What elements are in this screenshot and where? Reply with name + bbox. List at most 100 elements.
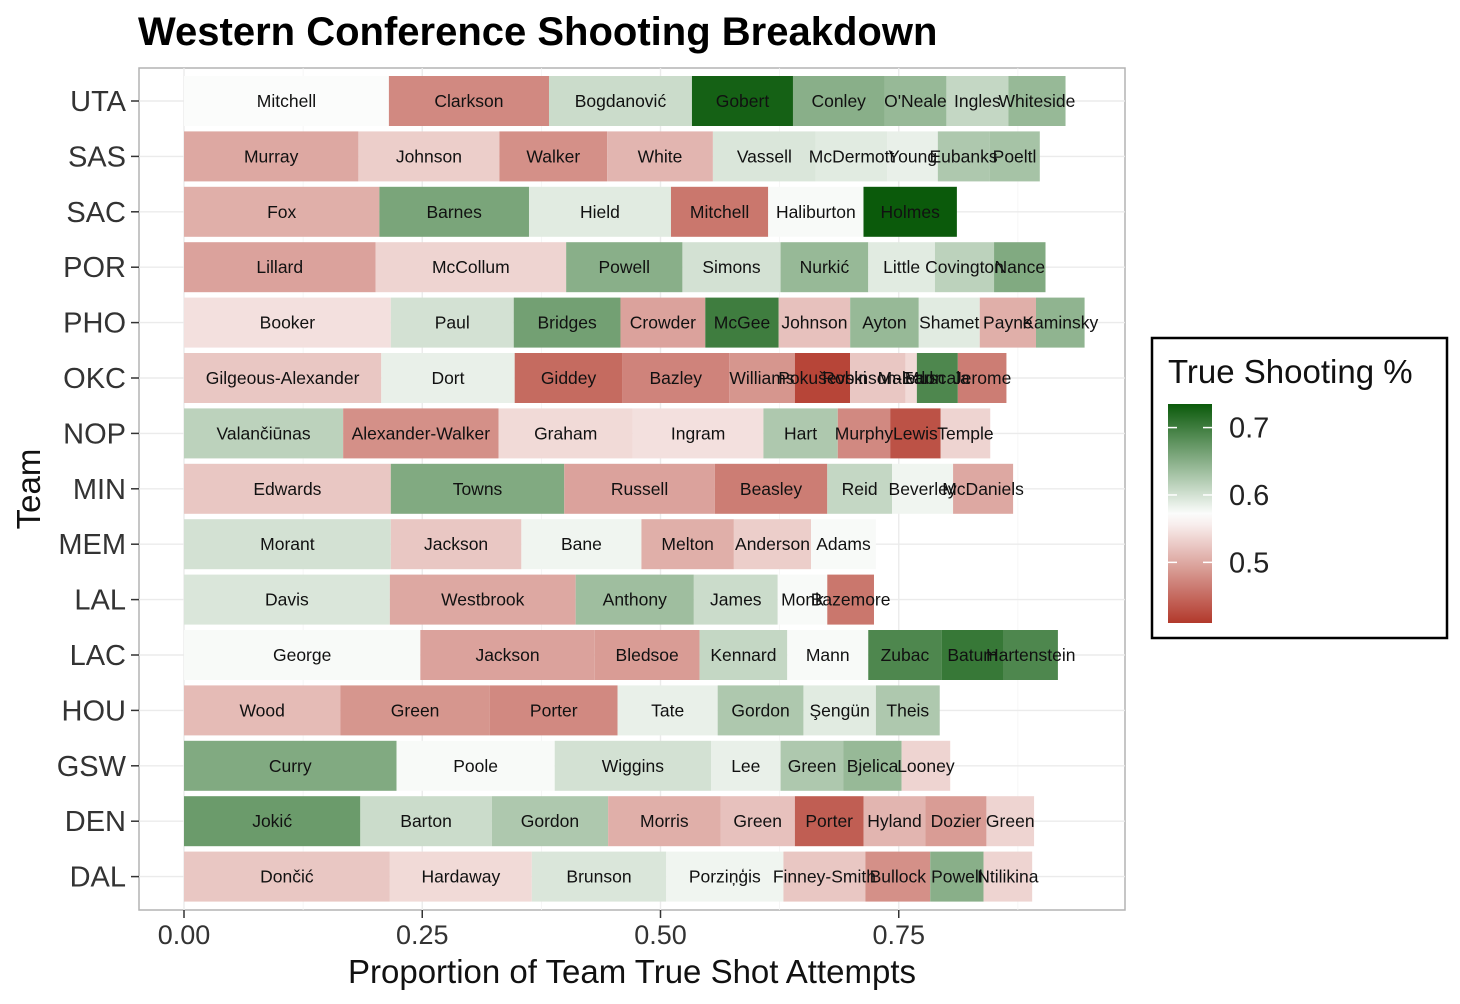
y-tick-label-den: DEN bbox=[65, 806, 126, 838]
bar-label: Hart bbox=[784, 423, 817, 443]
bar-hou-4 bbox=[717, 685, 804, 736]
bar-den-4 bbox=[720, 796, 795, 847]
bar-dal-7 bbox=[983, 851, 1033, 902]
bar-label: Valančiūnas bbox=[217, 423, 311, 443]
bar-label: Whiteside bbox=[999, 91, 1076, 111]
bar-den-1 bbox=[360, 796, 492, 847]
bar-label: Bazley bbox=[649, 368, 702, 388]
bar-pho-6 bbox=[850, 297, 919, 348]
bar-por-3 bbox=[682, 242, 781, 293]
bar-label: Walker bbox=[526, 146, 580, 166]
legend-label: 0.5 bbox=[1229, 547, 1269, 579]
bar-label: Holmes bbox=[881, 202, 941, 222]
bar-label: Bogdanović bbox=[575, 91, 667, 111]
bar-okc-2 bbox=[514, 353, 623, 403]
bar-label: James bbox=[710, 590, 762, 610]
bar-den-7 bbox=[925, 796, 987, 847]
bar-okc-7 bbox=[905, 353, 917, 403]
bar-label: Anderson bbox=[735, 534, 810, 554]
y-tick-label-pho: PHO bbox=[63, 308, 126, 340]
bar-label: Zubac bbox=[881, 645, 930, 665]
bar-label: Haliburton bbox=[776, 202, 856, 222]
bar-sas-2 bbox=[499, 131, 608, 182]
bar-label: Eubanks bbox=[929, 146, 997, 166]
bar-den-8 bbox=[986, 796, 1035, 847]
bar-uta-2 bbox=[549, 76, 692, 126]
bar-label: Powell bbox=[931, 867, 983, 887]
x-tick-label: 0.25 bbox=[396, 920, 449, 950]
y-tick-label-gsw: GSW bbox=[57, 751, 127, 783]
bar-sas-4 bbox=[712, 131, 816, 182]
bar-label: Finney-Smith bbox=[773, 867, 876, 887]
bar-nop-4 bbox=[763, 408, 838, 459]
legend-label: 0.6 bbox=[1229, 480, 1269, 512]
bar-label: Booker bbox=[260, 313, 316, 333]
bar-por-6 bbox=[934, 242, 995, 293]
bar-label: Anthony bbox=[603, 590, 667, 610]
y-tick-label-okc: OKC bbox=[63, 363, 126, 395]
bar-lac-1 bbox=[420, 630, 595, 680]
bar-por-2 bbox=[566, 242, 683, 293]
bar-label: White bbox=[638, 146, 683, 166]
x-tick-label: 0.00 bbox=[158, 920, 211, 950]
bar-lac-5 bbox=[868, 630, 942, 680]
bar-label: Bjelica bbox=[847, 756, 899, 776]
bar-nop-3 bbox=[632, 408, 764, 459]
bar-label: Covington bbox=[925, 257, 1004, 277]
bar-label: Muscala bbox=[905, 368, 970, 388]
bar-dal-3 bbox=[666, 851, 784, 902]
bar-label: Jokić bbox=[252, 811, 292, 831]
bar-sac-1 bbox=[379, 186, 529, 237]
bar-mem-0 bbox=[184, 519, 391, 570]
bar-por-7 bbox=[994, 242, 1046, 293]
bar-hou-3 bbox=[617, 685, 718, 736]
bar-label: Poeltl bbox=[993, 146, 1037, 166]
bar-label: Green bbox=[391, 700, 440, 720]
legend-title: True Shooting % bbox=[1168, 353, 1413, 390]
bar-label: Green bbox=[986, 811, 1035, 831]
bar-pho-8 bbox=[979, 297, 1036, 348]
bar-label: Little bbox=[883, 257, 920, 277]
y-axis-title: Team bbox=[10, 449, 47, 530]
bar-por-5 bbox=[868, 242, 935, 293]
bar-label: Gordon bbox=[731, 700, 789, 720]
bar-label: Crowder bbox=[630, 313, 696, 333]
x-tick-label: 0.75 bbox=[872, 920, 925, 950]
bar-label: Nance bbox=[994, 257, 1045, 277]
bars bbox=[184, 76, 1085, 902]
bar-label: Powell bbox=[599, 257, 651, 277]
y-tick-label-sas: SAS bbox=[68, 141, 126, 173]
bar-okc-8 bbox=[916, 353, 958, 403]
bar-label: Conley bbox=[811, 91, 866, 111]
bar-label: Mitchell bbox=[690, 202, 749, 222]
bar-lal-3 bbox=[693, 574, 778, 625]
bar-label: Kaminsky bbox=[1022, 313, 1098, 333]
bar-lac-2 bbox=[594, 630, 700, 680]
bar-label: Barnes bbox=[426, 202, 482, 222]
bar-label: Vassell bbox=[737, 146, 792, 166]
bar-min-2 bbox=[564, 463, 715, 514]
bar-gsw-0 bbox=[184, 740, 397, 791]
bar-nop-1 bbox=[343, 408, 499, 459]
bar-label: McDermott bbox=[809, 146, 895, 166]
bar-dal-1 bbox=[389, 851, 532, 902]
bar-label: Robinson-Earl bbox=[822, 368, 933, 388]
bar-label: Temple bbox=[937, 423, 993, 443]
bar-label: Hyland bbox=[867, 811, 921, 831]
bar-label: Bridges bbox=[537, 313, 597, 333]
bar-uta-5 bbox=[884, 76, 947, 126]
bar-min-3 bbox=[714, 463, 828, 514]
bar-gsw-6 bbox=[901, 740, 951, 791]
bar-label: Fox bbox=[267, 202, 296, 222]
bar-gsw-4 bbox=[780, 740, 844, 791]
bar-mem-5 bbox=[811, 519, 876, 570]
y-axis: UTA SAS SAC POR PHO OKC NOP MIN MEM LAL LAC HOU GSW D… bbox=[57, 86, 139, 894]
bar-dal-2 bbox=[531, 851, 667, 902]
bar-dal-0 bbox=[184, 851, 390, 902]
bar-label: Reid bbox=[842, 479, 878, 499]
bar-label: Tate bbox=[651, 700, 684, 720]
bar-lac-0 bbox=[184, 630, 421, 680]
bar-label: Alexander-Walker bbox=[352, 423, 491, 443]
bar-label: Barton bbox=[400, 811, 452, 831]
